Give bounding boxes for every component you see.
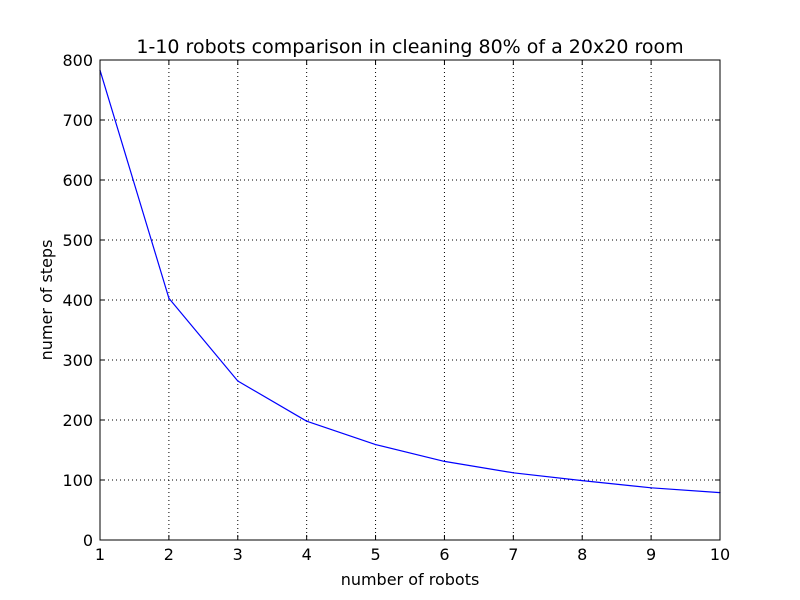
x-tick-label: 7 bbox=[508, 545, 518, 564]
data-point bbox=[444, 461, 445, 462]
x-tick-label: 1 bbox=[95, 545, 105, 564]
x-tick-label: 6 bbox=[439, 545, 449, 564]
x-tick-label: 4 bbox=[302, 545, 312, 564]
y-tick-label: 800 bbox=[62, 51, 93, 70]
y-tick-label: 600 bbox=[62, 171, 93, 190]
x-tick-label: 8 bbox=[577, 545, 587, 564]
x-tick-label: 3 bbox=[233, 545, 243, 564]
data-point bbox=[651, 487, 652, 488]
x-tick-label: 2 bbox=[164, 545, 174, 564]
data-point bbox=[237, 380, 238, 381]
data-point bbox=[582, 480, 583, 481]
y-tick-label: 200 bbox=[62, 411, 93, 430]
data-point bbox=[306, 421, 307, 422]
y-tick-label: 400 bbox=[62, 291, 93, 310]
x-tick-label: 5 bbox=[370, 545, 380, 564]
x-tick-label: 9 bbox=[646, 545, 656, 564]
y-tick-label: 300 bbox=[62, 351, 93, 370]
data-point bbox=[168, 298, 169, 299]
y-tick-label: 0 bbox=[83, 531, 93, 550]
y-axis-label: numer of steps bbox=[37, 240, 56, 361]
chart-title: 1-10 robots comparison in cleaning 80% o… bbox=[136, 36, 683, 58]
y-tick-label: 500 bbox=[62, 231, 93, 250]
y-tick-label: 700 bbox=[62, 111, 93, 130]
x-tick-label: 10 bbox=[710, 545, 730, 564]
data-point bbox=[513, 472, 514, 473]
x-axis-label: number of robots bbox=[341, 570, 480, 589]
data-point bbox=[375, 444, 376, 445]
y-tick-label: 100 bbox=[62, 471, 93, 490]
